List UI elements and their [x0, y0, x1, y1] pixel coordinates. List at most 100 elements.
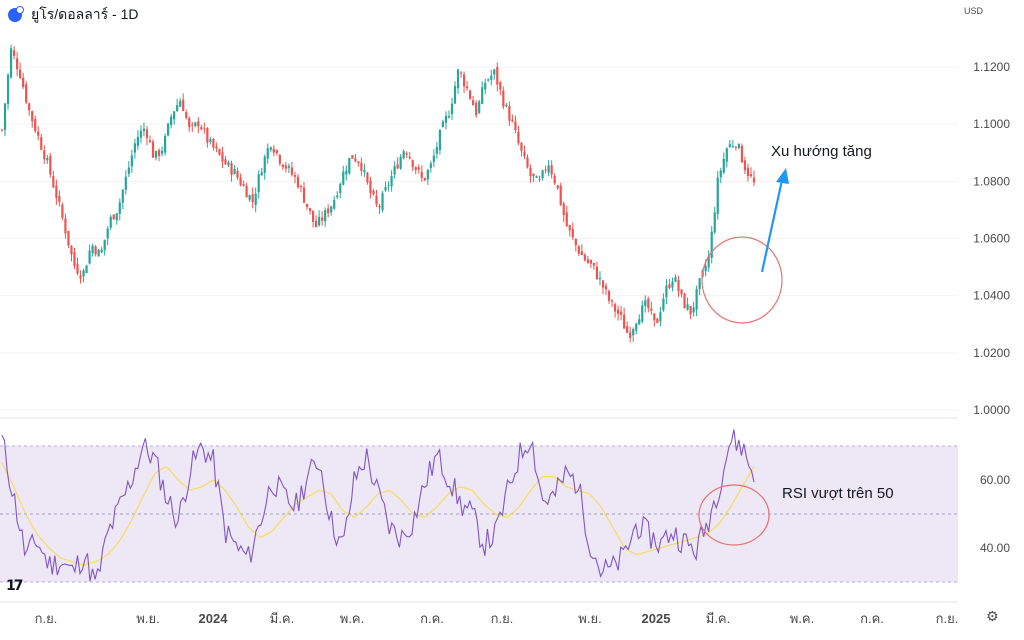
candle-up [692, 307, 695, 313]
candle-down [616, 309, 620, 314]
candle-up [707, 255, 710, 268]
candle-up [659, 312, 662, 322]
candle-up [179, 100, 182, 107]
candle-up [160, 150, 164, 154]
candle-up [263, 156, 266, 173]
candle-down [420, 171, 423, 178]
candle-up [82, 270, 85, 277]
candle-down [650, 308, 653, 311]
candle-down [31, 111, 34, 122]
candle-down [677, 279, 680, 292]
candle-up [167, 123, 170, 136]
candle-down [64, 218, 67, 234]
candle-down [25, 84, 28, 103]
time-axis-label: ก.ย. [491, 611, 514, 626]
candle-up [490, 75, 493, 80]
candle-down [583, 254, 586, 261]
currency-label[interactable]: USD [964, 6, 984, 16]
candle-down [305, 203, 309, 208]
candle-down [242, 184, 245, 186]
candle-down [396, 164, 399, 169]
candle-up [287, 165, 291, 168]
candle-up [154, 150, 158, 158]
candle-down [538, 179, 541, 181]
candle-up [342, 171, 345, 185]
symbol-title[interactable]: ยูโร/ดอลลาร์ - 1D [31, 6, 139, 22]
price-annotation-text: Xu hướng tăng [771, 143, 872, 160]
trend-arrow-head [776, 168, 789, 184]
time-axis-label: พ.ย. [578, 611, 601, 626]
candle-up [493, 69, 496, 75]
candle-up [387, 185, 390, 187]
candle-down [749, 174, 753, 177]
candle-up [505, 104, 508, 107]
time-axis-label: 2025 [642, 611, 671, 626]
candle-down [221, 152, 224, 162]
candle-down [19, 69, 22, 78]
candle-down [680, 289, 683, 295]
candle-down [281, 164, 284, 168]
candle-up [481, 87, 484, 104]
candle-up [478, 101, 481, 113]
candle-down [299, 186, 303, 188]
candle-up [170, 116, 173, 125]
candle-up [318, 216, 321, 226]
candle-down [360, 162, 363, 171]
candle-up [124, 176, 127, 190]
time-axis-label: ก.ย. [936, 611, 959, 626]
candle-down [73, 252, 76, 266]
candle-up [130, 155, 133, 167]
candle-down [372, 190, 375, 195]
candle-down [58, 195, 61, 202]
time-axis-label: พ.ค. [340, 611, 365, 626]
candle-down [689, 306, 692, 315]
candle-down [34, 118, 37, 132]
candle-up [447, 116, 451, 118]
candle-down [499, 82, 502, 90]
candle-down [740, 145, 744, 163]
candle-down [52, 176, 55, 188]
candle-down [212, 138, 215, 148]
candle-down [496, 66, 499, 85]
candle-up [139, 130, 143, 138]
candle-up [441, 121, 445, 128]
candle-up [85, 265, 88, 274]
candle-down [668, 284, 671, 288]
rsi-band [0, 446, 958, 582]
candle-up [450, 103, 454, 115]
candle-down [532, 173, 535, 177]
candle-up [100, 249, 103, 253]
candle-down [22, 77, 25, 88]
price-tick-label: 1.0000 [973, 403, 1010, 417]
candle-down [43, 150, 46, 160]
candle-up [121, 189, 124, 203]
candle-down [239, 177, 242, 185]
candle-up [713, 212, 716, 233]
time-axis-label: ก.ค. [860, 611, 884, 626]
candle-down [734, 146, 737, 148]
candle-up [384, 186, 387, 191]
candle-down [366, 172, 369, 183]
candle-up [363, 169, 366, 172]
candle-down [610, 300, 614, 302]
settings-icon[interactable]: ⚙ [986, 608, 999, 624]
candle-down [523, 151, 526, 157]
candle-up [106, 228, 109, 239]
time-axis-label: ก.ค. [420, 611, 444, 626]
candle-down [559, 185, 562, 205]
candle-up [632, 329, 635, 336]
candle-up [227, 162, 230, 166]
candle-up [402, 151, 405, 159]
candle-up [725, 148, 728, 162]
candle-up [426, 170, 429, 180]
candle-up [535, 176, 538, 178]
candle-down [148, 140, 152, 142]
candle-down [245, 185, 248, 198]
candle-down [61, 204, 64, 218]
candle-down [290, 167, 294, 175]
price-highlight-circle [701, 236, 783, 324]
candle-down [314, 220, 318, 227]
candle-down [743, 160, 747, 171]
candle-up [260, 172, 263, 176]
